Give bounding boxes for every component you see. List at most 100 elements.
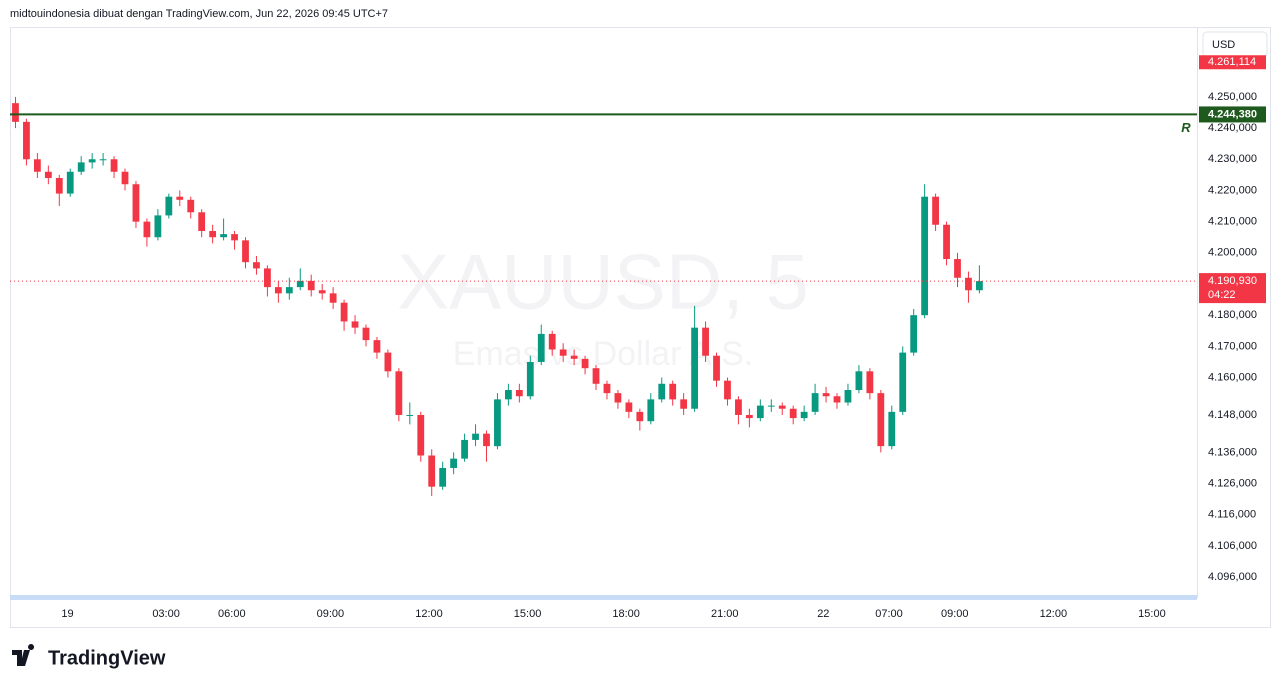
candle-body xyxy=(559,349,567,356)
y-tick-label: 4.250,000 xyxy=(1208,91,1257,103)
candle-body xyxy=(614,393,622,403)
candle-body xyxy=(307,280,315,291)
x-tick-label: 19 xyxy=(61,608,73,620)
y-tick-label: 4.106,000 xyxy=(1208,540,1257,552)
y-tick-label: 4.116,000 xyxy=(1208,509,1256,521)
candle-body xyxy=(99,159,107,161)
candle-body xyxy=(833,396,841,403)
y-tick-label: 4.126,000 xyxy=(1208,477,1257,489)
candle-body xyxy=(910,315,918,353)
y-tick-label: 4.170,000 xyxy=(1208,340,1257,352)
candle-body xyxy=(603,383,611,394)
currency: USD xyxy=(1212,39,1235,51)
y-tick-label: 4.200,000 xyxy=(1208,247,1257,259)
candle-body xyxy=(756,405,764,419)
candle-body xyxy=(899,352,907,412)
candle-body xyxy=(472,433,479,440)
candle-body xyxy=(428,455,436,487)
candle-body xyxy=(691,327,699,409)
candle-body xyxy=(33,159,41,172)
watermark: XAUUSD, 5 xyxy=(397,238,809,326)
candle-body xyxy=(44,171,52,178)
candle-body xyxy=(494,399,501,447)
x-tick-label: 15:00 xyxy=(514,608,542,620)
candle-body xyxy=(88,159,96,163)
candle-body xyxy=(888,411,896,447)
candle-body xyxy=(680,399,688,409)
y-tick-label: 4.148,000 xyxy=(1208,409,1257,421)
candle-body xyxy=(187,199,195,213)
candle-body xyxy=(713,355,720,381)
candle-body xyxy=(669,383,677,400)
candle-body xyxy=(340,302,348,322)
candle-body xyxy=(778,405,786,409)
candle-body xyxy=(976,281,983,291)
y-tick-label: 4.230,000 xyxy=(1208,153,1257,165)
candle-body xyxy=(526,361,534,397)
candle-body xyxy=(274,287,282,294)
candle-body xyxy=(132,184,140,222)
candle-body xyxy=(143,221,151,238)
candle-body xyxy=(844,390,852,403)
candle-body xyxy=(406,414,414,416)
x-tick-label: 22 xyxy=(817,608,829,620)
countdown: 04:22 xyxy=(1208,289,1236,301)
candle-body xyxy=(66,171,74,194)
candle-body xyxy=(735,399,742,415)
footer-logo: TradingView xyxy=(48,647,166,669)
candle-body xyxy=(384,352,392,372)
last-price-label: 4.190,930 xyxy=(1208,275,1257,287)
candle-body xyxy=(154,215,162,238)
candle-body xyxy=(724,380,731,400)
candle-body xyxy=(110,159,118,172)
candle-body xyxy=(296,280,304,288)
y-tick-label: 4.136,000 xyxy=(1208,446,1257,458)
y-tick-label: 4.240,000 xyxy=(1208,122,1257,134)
candle-body xyxy=(483,433,490,447)
resistance-name: R xyxy=(1181,120,1191,135)
candle-body xyxy=(515,390,523,397)
candle-body xyxy=(570,355,578,359)
y-tick-label: 4.210,000 xyxy=(1208,216,1257,228)
candle-body xyxy=(395,371,403,415)
candle-body xyxy=(220,234,227,238)
candle-body xyxy=(362,327,370,341)
candle-body xyxy=(943,224,950,260)
candle-body xyxy=(592,368,600,384)
candle-body xyxy=(625,402,633,412)
logo xyxy=(12,644,35,666)
candle-body xyxy=(23,121,30,160)
y-tick-label: 4.096,000 xyxy=(1208,571,1257,583)
candle-body xyxy=(242,240,249,263)
candle-body xyxy=(55,177,63,194)
candle-body xyxy=(351,321,359,328)
x-tick-label: 09:00 xyxy=(317,608,345,620)
candle-body xyxy=(198,212,206,231)
x-tick-label: 03:00 xyxy=(152,608,180,620)
high-label: 4.261,114 xyxy=(1208,56,1256,68)
candle-body xyxy=(12,103,19,122)
x-tick-label: 21:00 xyxy=(711,608,739,620)
candle-body xyxy=(921,196,929,316)
candle-body xyxy=(231,234,238,241)
candle-body xyxy=(767,405,775,407)
x-tick-label: 07:00 xyxy=(875,608,903,620)
y-tick-label: 4.220,000 xyxy=(1208,184,1257,196)
candle-body xyxy=(165,196,173,216)
x-tick-label: 18:00 xyxy=(612,608,640,620)
candle-body xyxy=(855,371,863,391)
resistance-label: 4.244,380 xyxy=(1208,108,1257,120)
y-tick-label: 4.180,000 xyxy=(1208,309,1257,321)
header: midtouindonesia dibuat dengan TradingVie… xyxy=(10,8,388,20)
candle-body xyxy=(439,467,447,487)
candle-body xyxy=(77,162,85,172)
candle-body xyxy=(461,439,468,459)
chart-frame xyxy=(10,27,1271,628)
candle-body xyxy=(658,383,666,400)
candle-body xyxy=(209,230,217,238)
candle-body xyxy=(811,393,819,412)
scrollbar[interactable] xyxy=(10,595,1197,600)
x-tick-label: 06:00 xyxy=(218,608,246,620)
candle-body xyxy=(373,340,381,353)
